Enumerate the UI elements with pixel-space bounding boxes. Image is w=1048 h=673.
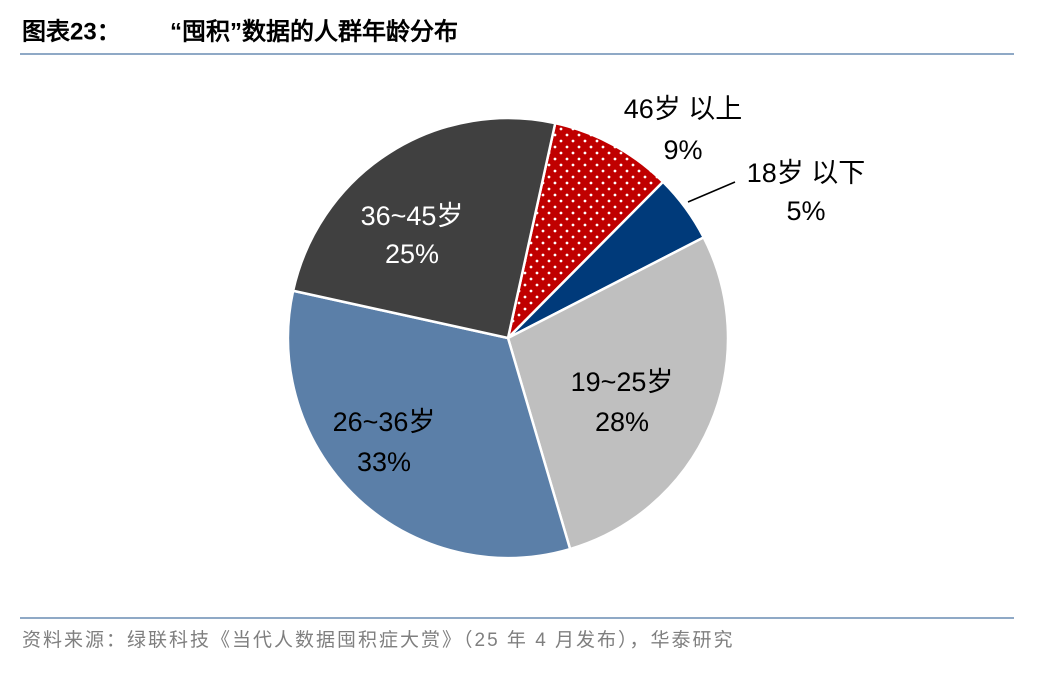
pie-slice <box>286 289 572 560</box>
pie-slice <box>291 116 557 340</box>
value-label: 33% <box>357 447 411 477</box>
chart-title: “囤积”数据的人群年龄分布 <box>170 17 458 45</box>
leader-line <box>687 181 736 203</box>
value-label: 9% <box>663 135 702 165</box>
pie-slice <box>506 235 730 551</box>
slice-label: 36~45岁 <box>361 201 464 231</box>
figure-label: 图表23： <box>22 18 121 45</box>
source: 资料来源：绿联科技《当代人数据囤积症大赏》（25 年 4 月发布），华泰研究 <box>22 629 735 651</box>
value-label: 5% <box>786 196 825 226</box>
slice-label: 18岁 以下 <box>747 158 866 188</box>
pie-slice <box>505 121 665 342</box>
slice-label: 19~25岁 <box>571 367 674 397</box>
value-label: 28% <box>595 407 649 437</box>
value-label: 25% <box>385 239 439 269</box>
slice-label: 46岁 以上 <box>624 94 743 124</box>
slice-label: 26~36岁 <box>333 407 436 437</box>
